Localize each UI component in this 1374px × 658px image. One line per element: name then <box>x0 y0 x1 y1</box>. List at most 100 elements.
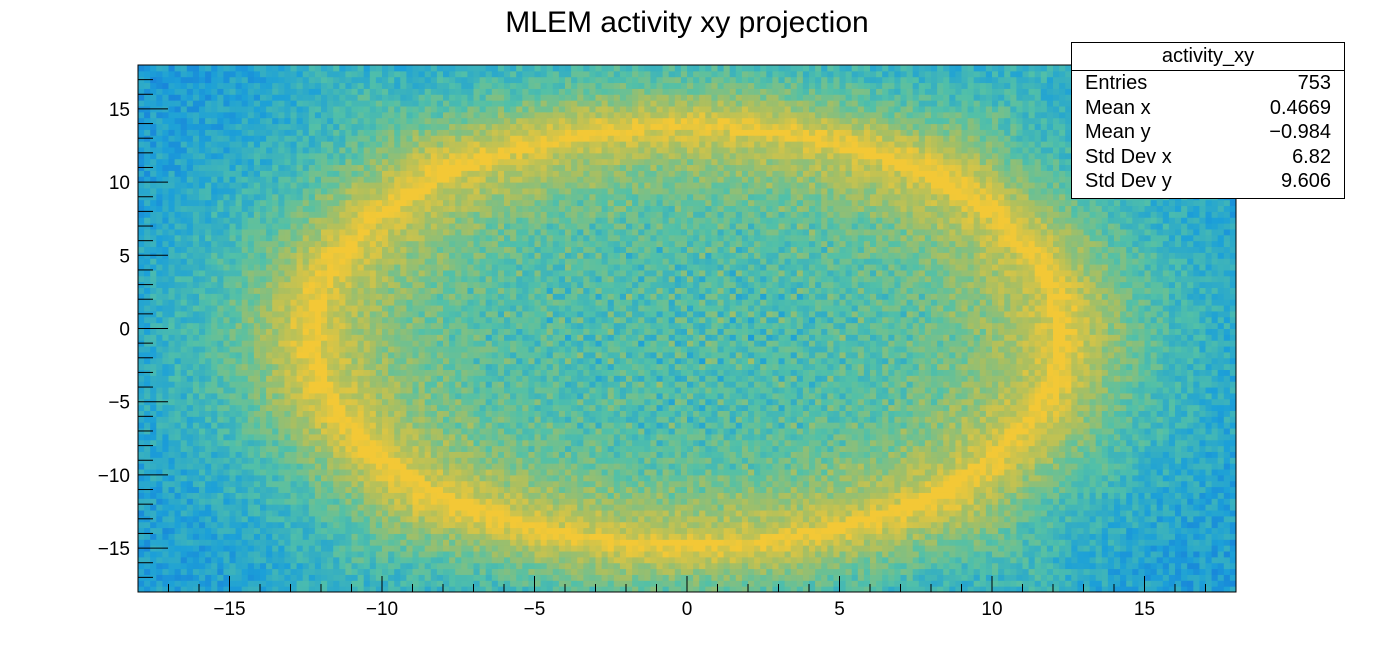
heatmap-cell <box>180 562 188 570</box>
heatmap-cell <box>668 551 676 558</box>
heatmap-cell <box>1150 562 1158 570</box>
heatmap-cell <box>735 504 743 511</box>
heatmap-cell <box>1077 486 1084 493</box>
heatmap-cell <box>809 515 816 523</box>
heatmap-cell <box>619 474 627 482</box>
heatmap-cell <box>711 433 718 441</box>
heatmap-cell <box>613 469 621 476</box>
heatmap-cell <box>723 445 731 452</box>
heatmap-cell <box>827 428 834 435</box>
heatmap-cell <box>138 510 145 517</box>
heatmap-cell <box>638 539 645 546</box>
heatmap-cell <box>205 527 212 534</box>
heatmap-cell <box>821 474 828 482</box>
heatmap-cell <box>504 433 511 441</box>
heatmap-cell <box>1162 492 1170 499</box>
heatmap-cell <box>412 574 420 581</box>
heatmap-cell <box>626 504 633 511</box>
heatmap-cell <box>1211 433 1219 441</box>
heatmap-cell <box>1132 527 1139 534</box>
heatmap-cell <box>150 498 157 505</box>
heatmap-cell <box>863 504 871 511</box>
heatmap-cell <box>192 492 200 499</box>
heatmap-cell <box>223 480 230 488</box>
heatmap-cell <box>351 504 359 511</box>
heatmap-cell <box>253 439 261 447</box>
heatmap-cell <box>1132 486 1139 493</box>
heatmap-cell <box>924 556 932 564</box>
heatmap-cell <box>760 539 767 546</box>
heatmap-cell <box>144 521 151 529</box>
heatmap-cell <box>693 469 700 476</box>
heatmap-cell <box>1095 486 1103 493</box>
heatmap-cell <box>1040 480 1048 488</box>
heatmap-cell <box>1065 498 1072 505</box>
heatmap-cell <box>1077 433 1084 441</box>
heatmap-cell <box>998 492 1005 499</box>
heatmap-cell <box>1101 527 1109 534</box>
heatmap-cell <box>418 556 426 564</box>
heatmap-cell <box>656 498 664 505</box>
heatmap-cell <box>339 457 346 464</box>
heatmap-cell <box>796 527 804 534</box>
heatmap-cell <box>436 545 444 552</box>
heatmap-cell <box>241 574 249 581</box>
heatmap-cell <box>1223 562 1231 570</box>
heatmap-cell <box>1101 539 1109 546</box>
heatmap-cell <box>595 580 603 587</box>
heatmap-cell <box>1114 510 1121 517</box>
heatmap-cell <box>424 562 432 570</box>
heatmap-cell <box>174 574 182 581</box>
heatmap-cell <box>516 533 523 540</box>
heatmap-cell <box>1144 586 1152 593</box>
heatmap-cell <box>748 439 755 447</box>
heatmap-cell <box>729 527 737 534</box>
heatmap-cell <box>839 580 847 587</box>
heatmap-cell <box>638 445 645 452</box>
heatmap-cell <box>223 463 230 470</box>
heatmap-cell <box>174 562 182 570</box>
heatmap-cell <box>918 515 926 523</box>
heatmap-cell <box>809 521 816 529</box>
heatmap-cell <box>333 568 340 575</box>
heatmap-cell <box>985 474 993 482</box>
heatmap-cell <box>863 580 871 587</box>
heatmap-cell <box>784 445 792 452</box>
heatmap-cell <box>760 527 767 534</box>
heatmap-cell <box>296 445 304 452</box>
heatmap-cell <box>809 469 816 476</box>
heatmap-cell <box>223 492 230 499</box>
heatmap-cell <box>601 545 609 552</box>
heatmap-cell <box>998 451 1005 458</box>
heatmap-cell <box>272 510 279 517</box>
heatmap-cell <box>290 445 298 452</box>
heatmap-cell <box>522 457 529 464</box>
heatmap-cell <box>412 463 420 470</box>
heatmap-cell <box>656 474 664 482</box>
heatmap-cell <box>1095 474 1103 482</box>
heatmap-cell <box>455 486 462 493</box>
heatmap-cell <box>967 527 975 534</box>
heatmap-cell <box>546 433 554 441</box>
heatmap-cell <box>235 463 243 470</box>
heatmap-cell <box>1016 556 1023 564</box>
heatmap-cell <box>766 451 773 458</box>
heatmap-cell <box>1065 492 1072 499</box>
heatmap-cell <box>711 469 718 476</box>
heatmap-cell <box>1059 527 1066 534</box>
heatmap-cell <box>1107 474 1115 482</box>
heatmap-cell <box>845 469 853 476</box>
heatmap-cell <box>552 568 560 575</box>
heatmap-cell <box>418 433 426 441</box>
heatmap-cell <box>510 586 517 593</box>
heatmap-cell <box>1034 527 1042 534</box>
heatmap-cell <box>1156 445 1164 452</box>
heatmap-cell <box>845 556 853 564</box>
heatmap-cell <box>168 586 176 593</box>
heatmap-cell <box>754 498 761 505</box>
heatmap-cell <box>412 545 420 552</box>
heatmap-cell <box>931 527 938 534</box>
heatmap-cell <box>912 433 920 441</box>
heatmap-cell <box>687 504 694 511</box>
heatmap-cell <box>1114 469 1121 476</box>
